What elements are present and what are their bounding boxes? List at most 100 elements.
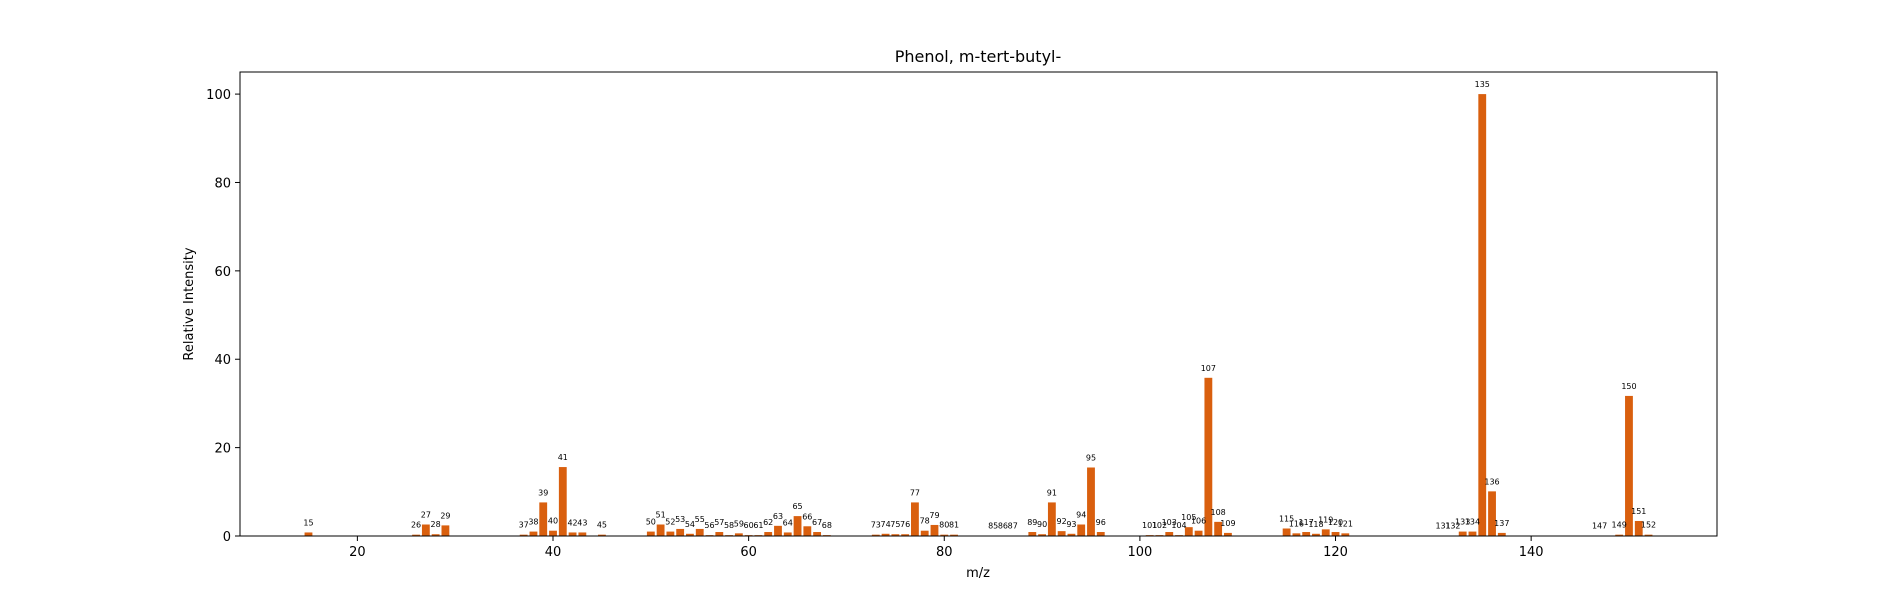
data-label-mz-73: 73 (871, 521, 881, 530)
x-tick-label-80: 80 (936, 545, 953, 560)
data-label-mz-151: 151 (1631, 507, 1646, 516)
x-tick-label-120: 120 (1323, 545, 1348, 560)
bar-mz-50 (647, 532, 655, 536)
data-label-mz-66: 66 (802, 512, 812, 521)
data-label-mz-40: 40 (548, 517, 558, 526)
y-tick-label-80: 80 (214, 176, 231, 191)
bar-mz-120 (1332, 532, 1340, 536)
bar-mz-115 (1283, 528, 1291, 536)
bar-mz-43 (578, 532, 586, 536)
chart-title: Phenol, m-tert-butyl- (895, 47, 1062, 66)
data-label-mz-91: 91 (1047, 488, 1057, 497)
data-label-mz-55: 55 (695, 515, 705, 524)
data-label-mz-109: 109 (1220, 519, 1235, 528)
data-label-mz-50: 50 (646, 518, 656, 527)
bar-mz-92 (1058, 531, 1066, 536)
data-label-mz-27: 27 (421, 511, 431, 520)
data-label-mz-52: 52 (665, 518, 675, 527)
bar-mz-66 (803, 526, 811, 536)
data-label-mz-75: 75 (890, 520, 900, 529)
data-label-mz-61: 61 (753, 521, 763, 530)
data-label-mz-39: 39 (538, 488, 548, 497)
y-tick-label-20: 20 (214, 442, 231, 457)
data-label-mz-56: 56 (704, 521, 714, 530)
data-label-mz-150: 150 (1621, 382, 1636, 391)
data-label-mz-77: 77 (910, 488, 920, 497)
data-label-mz-81: 81 (949, 521, 959, 530)
data-label-mz-106: 106 (1191, 517, 1206, 526)
bar-mz-103 (1165, 532, 1173, 536)
data-label-mz-76: 76 (900, 520, 910, 529)
bar-mz-51 (657, 525, 665, 536)
y-axis-label: Relative Intensity (182, 247, 197, 360)
bar-mz-95 (1087, 468, 1095, 537)
bar-mz-89 (1028, 532, 1036, 536)
data-label-mz-96: 96 (1096, 518, 1106, 527)
x-tick-label-60: 60 (740, 545, 757, 560)
x-tick-label-40: 40 (545, 545, 562, 560)
data-label-mz-86: 86 (998, 522, 1008, 531)
data-label-mz-149: 149 (1612, 521, 1627, 530)
data-label-mz-79: 79 (929, 511, 939, 520)
data-label-mz-107: 107 (1201, 364, 1216, 373)
bar-mz-78 (921, 531, 929, 536)
data-label-mz-38: 38 (528, 518, 538, 527)
data-label-mz-92: 92 (1057, 517, 1067, 526)
bar-mz-79 (931, 525, 939, 536)
bar-mz-119 (1322, 529, 1330, 536)
data-label-mz-62: 62 (763, 518, 773, 527)
bar-mz-91 (1048, 502, 1056, 536)
data-label-mz-42: 42 (567, 518, 577, 527)
bar-mz-94 (1077, 525, 1085, 536)
bar-mz-67 (813, 532, 821, 536)
data-label-mz-80: 80 (939, 521, 949, 530)
data-label-mz-41: 41 (558, 453, 568, 462)
data-label-mz-134: 134 (1465, 518, 1480, 527)
data-label-mz-93: 93 (1066, 520, 1076, 529)
data-label-mz-64: 64 (783, 518, 793, 527)
data-label-mz-60: 60 (744, 521, 754, 530)
bar-mz-77 (911, 502, 919, 536)
data-label-mz-108: 108 (1211, 508, 1226, 517)
data-label-mz-87: 87 (1008, 522, 1018, 531)
bar-mz-41 (559, 467, 567, 536)
data-label-mz-58: 58 (724, 521, 734, 530)
bar-mz-65 (794, 516, 802, 536)
bar-mz-135 (1478, 94, 1486, 536)
bar-mz-133 (1459, 532, 1467, 536)
data-label-mz-147: 147 (1592, 522, 1607, 531)
data-label-mz-51: 51 (656, 511, 666, 520)
x-tick-label-20: 20 (349, 545, 366, 560)
data-label-mz-59: 59 (734, 519, 744, 528)
data-label-mz-67: 67 (812, 518, 822, 527)
y-tick-label-0: 0 (223, 530, 231, 545)
data-label-mz-54: 54 (685, 520, 695, 529)
x-tick-label-100: 100 (1127, 545, 1152, 560)
data-label-mz-78: 78 (920, 517, 930, 526)
data-label-mz-136: 136 (1484, 477, 1499, 486)
bar-mz-55 (696, 529, 704, 536)
bars-layer (305, 94, 1653, 536)
bar-mz-42 (569, 532, 577, 536)
y-tick-label-100: 100 (206, 88, 231, 103)
bar-mz-106 (1195, 531, 1203, 536)
data-label-mz-43: 43 (577, 518, 587, 527)
data-label-mz-137: 137 (1494, 519, 1509, 528)
data-label-mz-135: 135 (1475, 80, 1490, 89)
data-label-mz-90: 90 (1037, 520, 1047, 529)
bar-mz-63 (774, 526, 782, 536)
data-label-mz-29: 29 (440, 511, 450, 520)
data-label-mz-68: 68 (822, 521, 832, 530)
bar-mz-52 (666, 532, 674, 536)
bar-mz-29 (442, 525, 450, 536)
bar-mz-40 (549, 531, 557, 536)
bar-mz-64 (784, 532, 792, 536)
bar-mz-27 (422, 525, 430, 536)
bar-mz-15 (305, 532, 313, 536)
bar-mz-117 (1302, 532, 1310, 536)
data-label-mz-74: 74 (880, 520, 890, 529)
